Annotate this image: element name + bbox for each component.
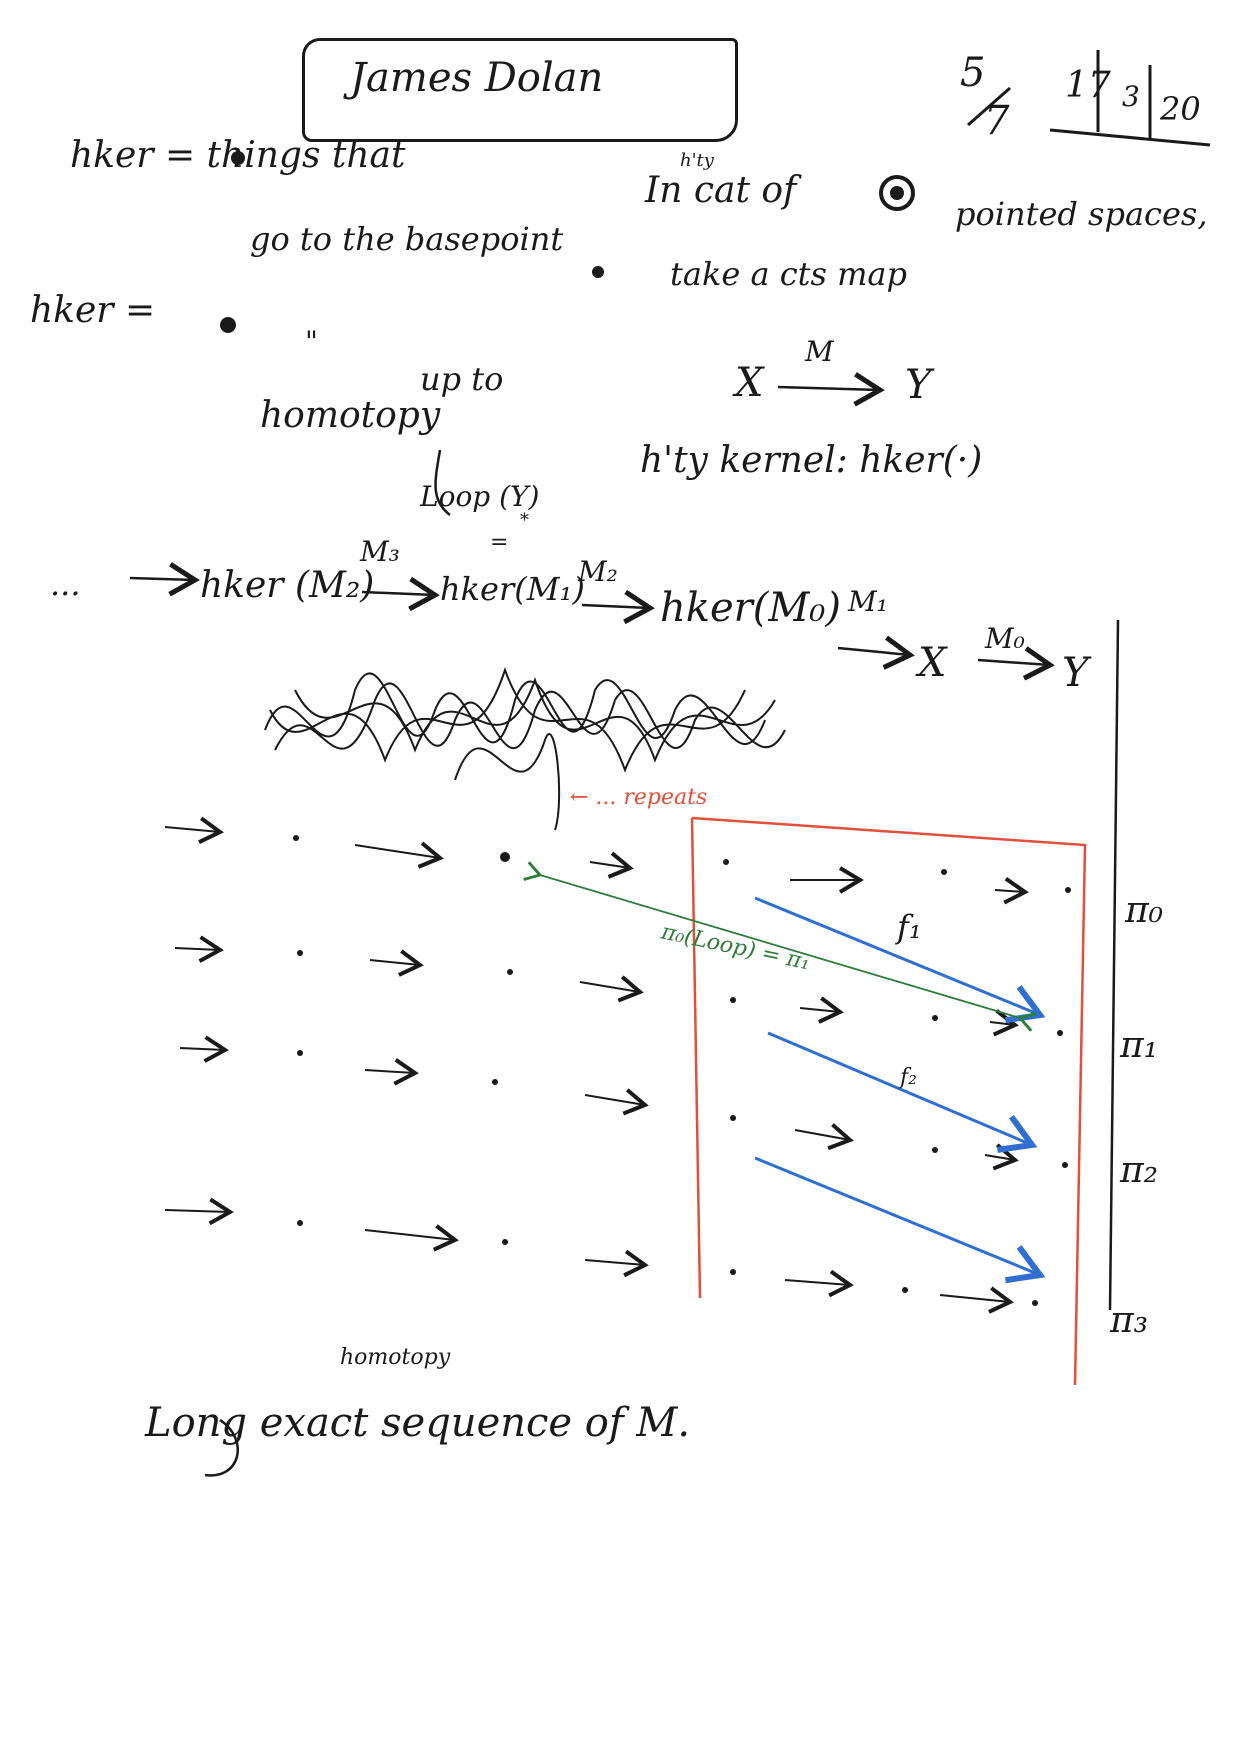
red-box: [690, 816, 1087, 1386]
grid-row-2: [179, 1035, 1068, 1171]
date-year: 20: [1160, 90, 1201, 128]
loop-star: *: [520, 510, 529, 531]
grid-row-3: [164, 1197, 1038, 1314]
pi1-label: π₁: [1120, 1025, 1159, 1066]
note-line1-sup: h'ty: [680, 150, 714, 171]
pi2-label: π₂: [1120, 1150, 1159, 1191]
note-line1-right: In cat of: [645, 170, 797, 211]
author-name: James Dolan: [350, 55, 604, 101]
seq-hker-m0: hker(M₀): [660, 585, 841, 631]
note-line4-left: up to: [420, 360, 504, 398]
note-line5-left: homotopy: [260, 395, 441, 436]
f1-label: f₁: [897, 908, 922, 946]
bullet-dot-3: [220, 317, 236, 333]
seq-hker-m2: hker (M₂): [200, 565, 375, 606]
loop-equals: =: [490, 530, 509, 555]
right-divider-line: [1108, 619, 1120, 1311]
map-target: Y: [905, 362, 932, 408]
seq-dots: ...: [50, 565, 81, 603]
homotopy-hook: [434, 449, 451, 516]
scribbled-dot: [879, 175, 915, 211]
date-fraction-num: 5: [960, 50, 986, 96]
f2-label: f₂: [900, 1065, 917, 1090]
blue-arrow-f2: [767, 1031, 1038, 1153]
seq-arrow-4: [977, 646, 1055, 681]
loop-label: Loop (Y): [420, 480, 540, 513]
date-month: 3: [1122, 80, 1140, 113]
seq-m3: M₃: [360, 535, 400, 568]
green-arrow: [523, 861, 1037, 1032]
name-box: [302, 38, 738, 142]
bottom-line: Long exact sequence of M.: [145, 1400, 691, 1446]
seq-arrow-0: [129, 562, 200, 597]
scribbled-dot-inner: [890, 186, 904, 200]
seq-y: Y: [1062, 650, 1089, 696]
note-line3-ditto: ": [305, 325, 318, 358]
pi0-label: π₀: [1125, 890, 1164, 931]
note-line3-left: hker =: [30, 290, 156, 331]
date-day: 17: [1065, 65, 1111, 106]
bottom-sup: homotopy: [340, 1345, 451, 1370]
blue-arrow-f3: [754, 1156, 1046, 1284]
long-g-tail: [204, 1418, 239, 1477]
seq-hker-m1: hker(M₁): [440, 570, 585, 608]
note-line2-left: go to the basepoint: [250, 220, 564, 258]
date-fraction-bar: [967, 86, 1011, 127]
bullet-dot-2: [592, 266, 604, 278]
map-label: M: [805, 335, 834, 368]
seq-arrow-2: [581, 589, 655, 625]
note-line2-right: take a cts map: [670, 255, 907, 293]
seq-m2: M₂: [578, 555, 618, 588]
repeats-note: ← ... repeats: [570, 785, 708, 810]
date-underline: [1049, 128, 1211, 147]
map-source: X: [735, 360, 764, 406]
seq-arrow-3: [837, 635, 915, 670]
seq-x: X: [918, 640, 947, 686]
seq-m0: M₀: [985, 622, 1025, 655]
scribbled-out-text: [264, 666, 786, 831]
pi3-label: π₃: [1110, 1300, 1149, 1341]
note-line1-end: pointed spaces,: [955, 195, 1208, 233]
seq-arrow-1: [361, 576, 440, 612]
bullet-dot-1: [231, 151, 245, 165]
seq-m1: M₁: [848, 585, 888, 618]
note-line5-right: h'ty kernel: hker(·): [640, 440, 983, 481]
map-arrow: [777, 372, 885, 407]
